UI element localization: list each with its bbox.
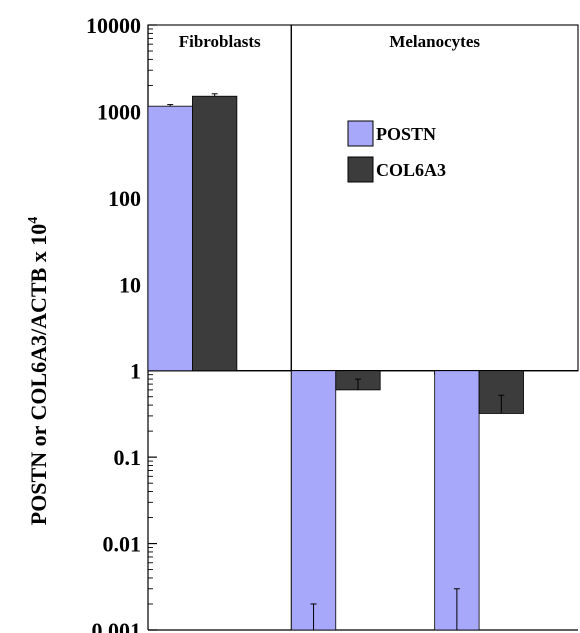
legend-label-col6a3: COL6A3: [376, 160, 446, 180]
panel-labels: Fibroblasts Melanocytes: [179, 32, 481, 51]
y-tick-label: 10000: [86, 13, 141, 38]
bar-postn: [434, 370, 480, 631]
y-tick-label: 1: [130, 359, 141, 384]
y-tick-label: 100: [108, 186, 141, 211]
bars: [147, 95, 524, 631]
y-tick-label: 0.1: [114, 445, 142, 470]
panel-label: Melanocytes: [389, 32, 480, 51]
legend-label-postn: POSTN: [376, 124, 436, 144]
y-axis-tick-labels: 10000 1000 100 10 1 0.1 0.01 0.001: [86, 13, 141, 633]
legend: POSTN COL6A3: [347, 120, 446, 183]
panel-frame: [290, 24, 579, 372]
y-tick-label: 0.01: [103, 532, 142, 557]
bar-postn: [147, 105, 193, 372]
legend-swatch-postn: [347, 120, 374, 147]
y-tick-label: 1000: [97, 99, 141, 124]
bar-postn: [290, 370, 337, 631]
bar-col6a3: [192, 95, 238, 372]
y-tick-label: 10: [119, 272, 141, 297]
y-tick-label: 0.001: [92, 618, 142, 633]
error-bars: [167, 93, 505, 630]
panel-label: Fibroblasts: [179, 32, 261, 51]
legend-swatch-col6a3: [347, 156, 374, 183]
y-axis-title: POSTN or COL6A3/ACTB x 104: [26, 217, 51, 526]
